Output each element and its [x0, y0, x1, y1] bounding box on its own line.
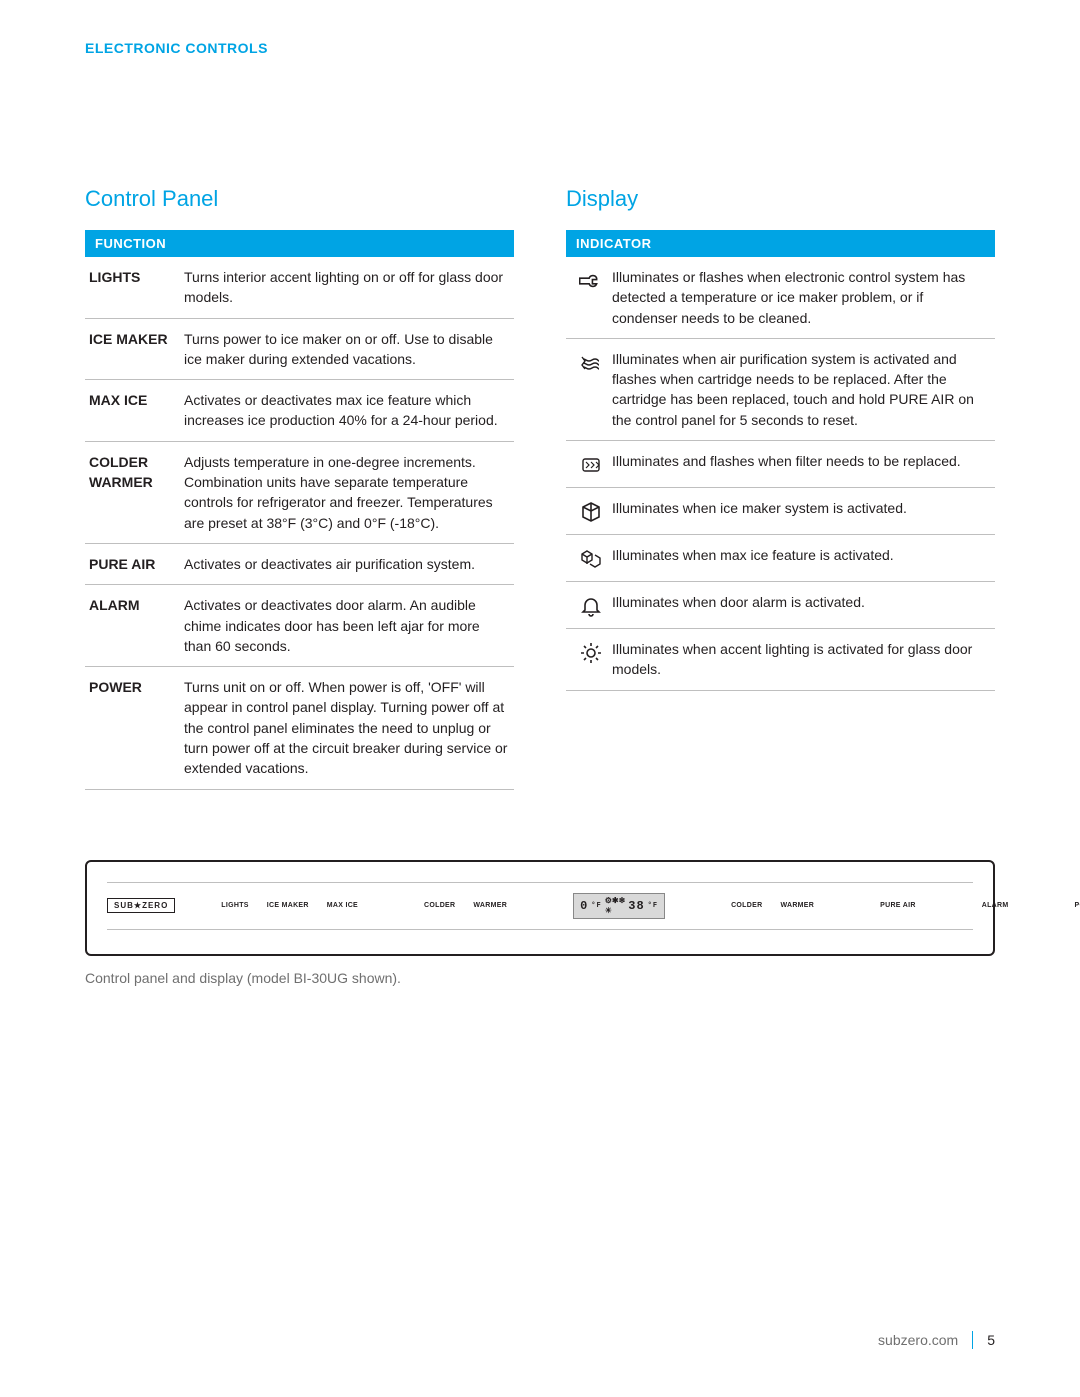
function-row: POWER Turns unit on or off. When power i…: [85, 667, 514, 789]
ice-cube-icon: [570, 498, 612, 524]
function-table-header: FUNCTION: [85, 230, 514, 257]
control-panel-illustration: SUB★ZERO LIGHTS ICE MAKER MAX ICE COLDER…: [85, 860, 995, 956]
footer-page-number: 5: [987, 1332, 995, 1348]
indicator-desc: Illuminates when accent lighting is acti…: [612, 639, 991, 680]
function-row: LIGHTS Turns interior accent lighting on…: [85, 257, 514, 319]
panel-button: POWER: [1075, 902, 1080, 909]
function-row: PURE AIR Activates or deactivates air pu…: [85, 544, 514, 585]
function-row: MAX ICE Activates or deactivates max ice…: [85, 380, 514, 442]
wrench-icon: [570, 267, 612, 293]
function-desc: Activates or deactivates max ice feature…: [184, 390, 510, 431]
light-icon: [570, 639, 612, 665]
panel-button: ALARM: [982, 902, 1009, 909]
function-row: ALARM Activates or deactivates door alar…: [85, 585, 514, 667]
function-desc: Adjusts temperature in one-degree increm…: [184, 452, 510, 533]
control-panel-column: Control Panel FUNCTION LIGHTS Turns inte…: [85, 186, 514, 790]
page-footer: subzero.com 5: [878, 1331, 995, 1349]
airflow-icon: [570, 349, 612, 375]
panel-button: LIGHTS: [221, 902, 248, 909]
indicator-desc: Illuminates and flashes when filter need…: [612, 451, 991, 471]
panel-button: COLDER: [424, 902, 455, 909]
function-desc: Turns interior accent lighting on or off…: [184, 267, 510, 308]
indicator-row: Illuminates when door alarm is activated…: [566, 582, 995, 629]
lcd-right-temp: 38: [628, 899, 644, 913]
indicator-desc: Illuminates when air purification system…: [612, 349, 991, 430]
display-title: Display: [566, 186, 995, 212]
function-label: PURE AIR: [89, 554, 184, 574]
control-panel-title: Control Panel: [85, 186, 514, 212]
function-label: LIGHTS: [89, 267, 184, 308]
indicator-row: Illuminates and flashes when filter need…: [566, 441, 995, 488]
max-ice-icon: [570, 545, 612, 571]
function-desc: Activates or deactivates door alarm. An …: [184, 595, 510, 656]
indicator-desc: Illuminates when door alarm is activated…: [612, 592, 991, 612]
indicator-desc: Illuminates when ice maker system is act…: [612, 498, 991, 518]
filter-icon: [570, 451, 612, 477]
subzero-logo: SUB★ZERO: [107, 898, 175, 913]
function-row: ICE MAKER Turns power to ice maker on or…: [85, 319, 514, 381]
indicator-desc: Illuminates or flashes when electronic c…: [612, 267, 991, 328]
panel-button: MAX ICE: [327, 902, 358, 909]
section-header: ELECTRONIC CONTROLS: [85, 40, 995, 56]
bell-icon: [570, 592, 612, 618]
function-desc: Turns power to ice maker on or off. Use …: [184, 329, 510, 370]
indicator-row: Illuminates or flashes when electronic c…: [566, 257, 995, 339]
panel-button: COLDER: [731, 902, 762, 909]
function-label: COLDER WARMER: [89, 452, 184, 533]
function-row: COLDER WARMER Adjusts temperature in one…: [85, 442, 514, 544]
footer-divider: [972, 1331, 973, 1349]
lcd-left-unit: °F: [591, 902, 601, 910]
panel-button: WARMER: [473, 902, 507, 909]
function-label: ALARM: [89, 595, 184, 656]
indicator-row: Illuminates when air purification system…: [566, 339, 995, 441]
function-label: POWER: [89, 677, 184, 778]
indicator-row: Illuminates when accent lighting is acti…: [566, 629, 995, 691]
panel-caption: Control panel and display (model BI-30UG…: [85, 970, 995, 986]
panel-button: WARMER: [780, 902, 814, 909]
indicator-row: Illuminates when ice maker system is act…: [566, 488, 995, 535]
indicator-table-header: INDICATOR: [566, 230, 995, 257]
function-desc: Turns unit on or off. When power is off,…: [184, 677, 510, 778]
function-label: MAX ICE: [89, 390, 184, 431]
function-label: ICE MAKER: [89, 329, 184, 370]
footer-site: subzero.com: [878, 1332, 958, 1348]
indicator-desc: Illuminates when max ice feature is acti…: [612, 545, 991, 565]
lcd-icons: ⚙✱❄☀: [605, 896, 626, 916]
function-desc: Activates or deactivates air purificatio…: [184, 554, 510, 574]
display-column: Display INDICATOR Illuminates or flashes…: [566, 186, 995, 790]
panel-button: PURE AIR: [880, 902, 916, 909]
indicator-row: Illuminates when max ice feature is acti…: [566, 535, 995, 582]
lcd-left-temp: 0: [580, 899, 588, 913]
panel-button: ICE MAKER: [267, 902, 309, 909]
lcd-right-unit: °F: [648, 902, 658, 910]
lcd-display: 0°F ⚙✱❄☀ 38°F: [573, 893, 665, 919]
